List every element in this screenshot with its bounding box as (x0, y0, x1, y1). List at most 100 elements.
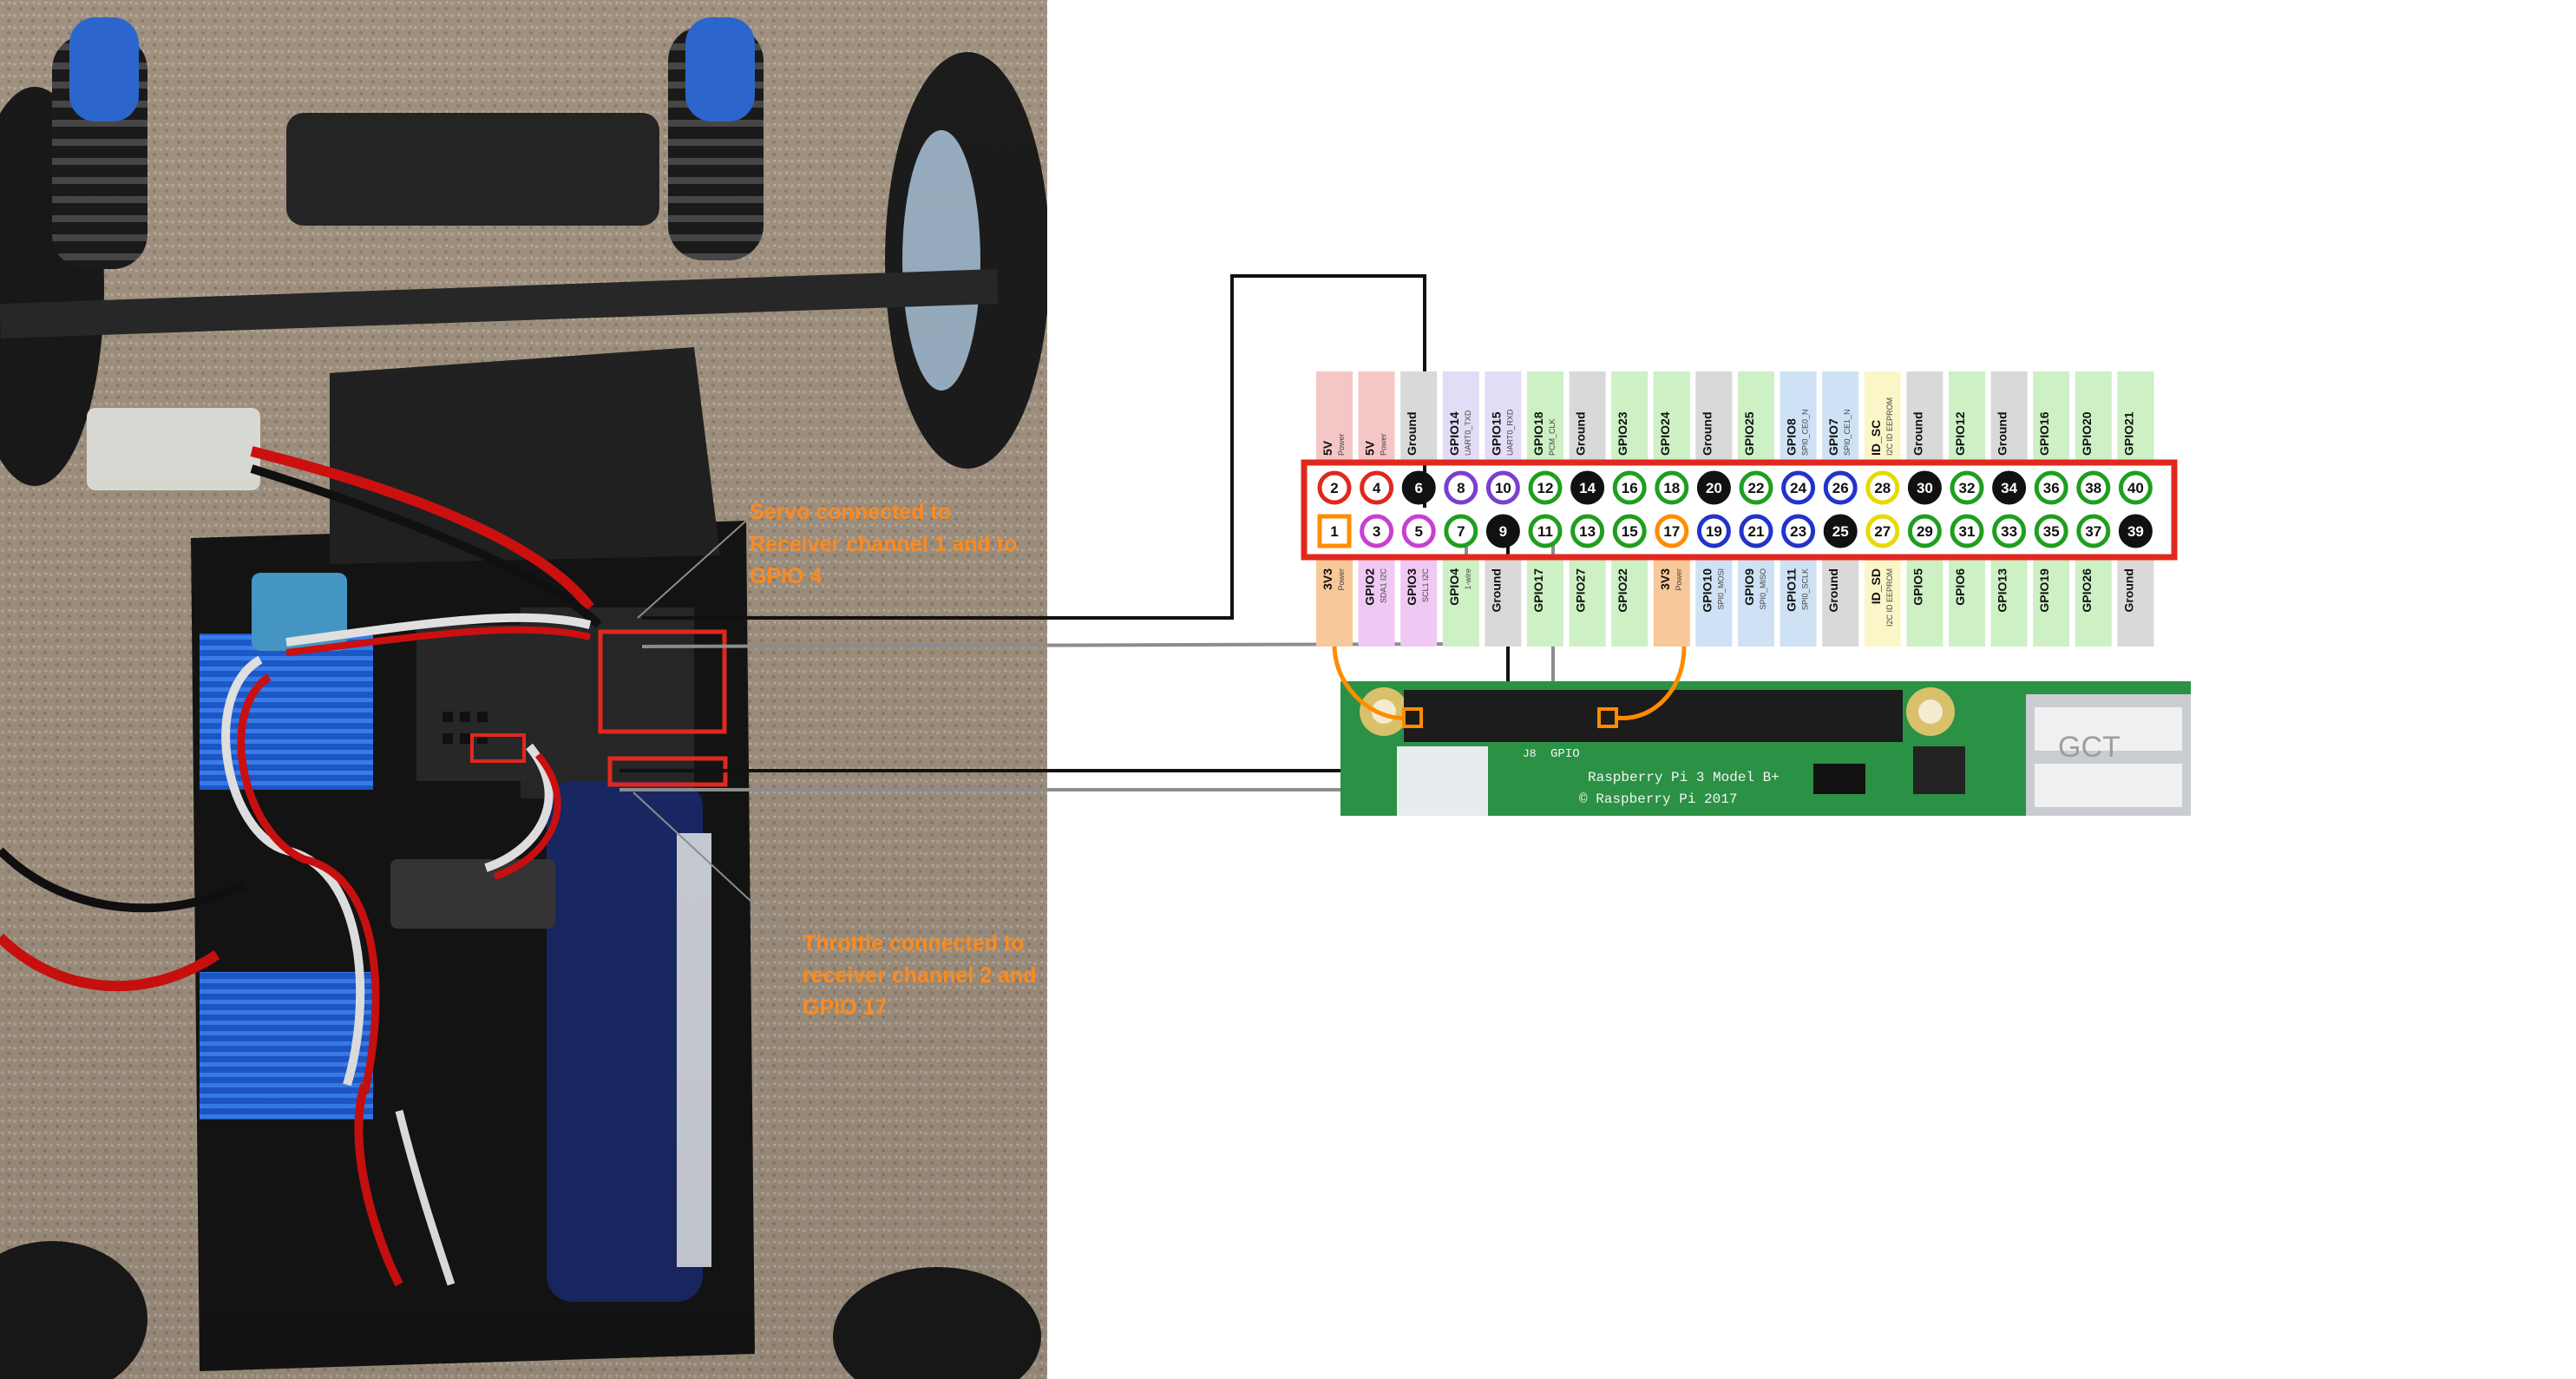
pin-sub-label: I2C ID EEPROM (1885, 397, 1894, 456)
pin-number: 40 (2127, 480, 2144, 496)
pin-number: 33 (2001, 523, 2017, 540)
pin-name-label: Ground (1700, 411, 1714, 456)
pin-number: 35 (2043, 523, 2060, 540)
pin-name-label: GPIO24 (1658, 411, 1672, 456)
pin-number: 7 (1457, 523, 1465, 540)
pin-number: 19 (1706, 523, 1722, 540)
receiver-channel-highlight (598, 629, 727, 734)
pin-label-bg (1990, 560, 2028, 647)
pin-number: 23 (1790, 523, 1806, 540)
pin-13-circle (1570, 514, 1605, 548)
pin-name-label: GPIO26 (2080, 568, 2094, 613)
pin-name-label: GPIO9 (1742, 568, 1756, 606)
pin-number: 15 (1622, 523, 1638, 540)
pin-19-circle (1696, 514, 1731, 548)
pin-number: 37 (2085, 523, 2101, 540)
pin-name-label: GPIO3 (1405, 568, 1419, 606)
pin-number: 32 (1959, 480, 1976, 496)
pin-sub-label: Power (1380, 433, 1388, 456)
pin-10-circle (1485, 470, 1520, 505)
pointer-line-throttle (633, 791, 786, 934)
board-header-label: GPIO (1550, 747, 1580, 761)
pin-28-circle (1865, 470, 1900, 505)
pin-name-label: GPIO12 (1953, 411, 1967, 456)
pin-name-label: Ground (1826, 568, 1840, 613)
throttle-annotation: Throttle connected to receiver channel 2… (803, 931, 1037, 1020)
pin-name-label: GPIO18 (1531, 411, 1545, 456)
pin-sub-label: UART0_TXD (1464, 410, 1472, 456)
pin-11-circle (1528, 514, 1563, 548)
pin-name-label: GPIO25 (1742, 411, 1756, 456)
pin-number: 9 (1499, 523, 1507, 540)
pin-number: 22 (1748, 480, 1765, 496)
pin-39-circle (2118, 514, 2153, 548)
pin-number: 11 (1537, 523, 1553, 540)
pin-14-circle (1570, 470, 1605, 505)
pin-1-square (1317, 514, 1352, 548)
pin-label-bg (2117, 560, 2154, 647)
pin-sub-label: SPI0_MOSI (1716, 568, 1725, 610)
pin-label-bg (2117, 371, 2154, 460)
pin-38-circle (2076, 470, 2111, 505)
pin-6-circle (1401, 470, 1436, 505)
pin-label-bg (1738, 560, 1774, 647)
pin-name-label: GPIO8 (1785, 418, 1799, 456)
pin-name-label: GPIO15 (1489, 411, 1503, 456)
pin-number: 3 (1373, 523, 1380, 540)
pin-label-bg (1780, 560, 1817, 647)
pin-label-bg (1400, 371, 1438, 460)
pin-name-label: Ground (1996, 411, 2009, 456)
board-jack-label: J8 (1523, 747, 1537, 760)
pin-label-bg (2033, 371, 2070, 460)
pin-label-bg (1822, 560, 1859, 647)
pin-number: 14 (1579, 480, 1596, 496)
pin-name-label: Ground (1405, 411, 1419, 456)
pin-23-circle (1781, 514, 1816, 548)
pin-number: 4 (1373, 480, 1381, 496)
pin-number: 12 (1537, 480, 1554, 496)
pin-30-circle (1907, 470, 1942, 505)
pin-17-circle (1655, 514, 1689, 548)
pin-sub-label: SPI0_CE1_N (1843, 409, 1852, 456)
pin-label-bg (1400, 560, 1438, 647)
pin-name-label: GPIO27 (1574, 568, 1588, 613)
receiver-pin-highlight (470, 733, 526, 763)
pin-label-bg (1527, 560, 1563, 647)
pin-sub-label: SPI0_MISO (1759, 568, 1767, 610)
pin-label-bg (1358, 371, 1395, 460)
pin-sub-label: Power (1337, 433, 1346, 456)
pin-number: 16 (1622, 480, 1638, 496)
pin-name-label: GPIO7 (1826, 418, 1840, 456)
pin-8-circle (1444, 470, 1478, 505)
pin-number: 34 (2001, 480, 2017, 496)
board-copyright-label: © Raspberry Pi 2017 (1579, 791, 1737, 807)
pin-name-label: GPIO11 (1785, 568, 1799, 612)
pin-25-circle (1823, 514, 1858, 548)
pin-label-bg (2075, 371, 2112, 460)
pin-number: 20 (1706, 480, 1722, 496)
gpio-header-block (1404, 690, 1903, 742)
pin-sub-label: Power (1337, 568, 1346, 591)
pin-name-label: GPIO23 (1616, 411, 1629, 456)
pin-label-bg (1611, 560, 1649, 647)
pin-sub-label: SDA1 I2C (1380, 568, 1388, 604)
pin-label-bg (1653, 560, 1690, 647)
pin-name-label: GPIO20 (2080, 411, 2094, 456)
pin-label-bg (1569, 371, 1606, 460)
pin-sub-label: UART0_RXD (1505, 409, 1514, 456)
pin-name-label: GPIO4 (1447, 568, 1461, 606)
pin-label-bg (1442, 560, 1479, 647)
pin-number: 28 (1874, 480, 1891, 496)
pin-name-label: GPIO22 (1616, 568, 1629, 613)
pin-label-bg (2075, 560, 2112, 647)
pin-name-label: Ground (1574, 411, 1588, 456)
pin-sub-label: PCM_CLK (1548, 418, 1557, 456)
pin-name-label: Ground (2121, 568, 2135, 613)
pin-sub-label: SPI0_SCLK (1801, 568, 1810, 610)
pin-name-label: GPIO21 (2121, 411, 2135, 456)
pin-16-circle (1612, 470, 1647, 505)
pin-20-circle (1696, 470, 1731, 505)
raspberry-pi-board (1340, 681, 2191, 816)
pin-number: 38 (2085, 480, 2101, 496)
pin-number: 6 (1414, 480, 1422, 496)
